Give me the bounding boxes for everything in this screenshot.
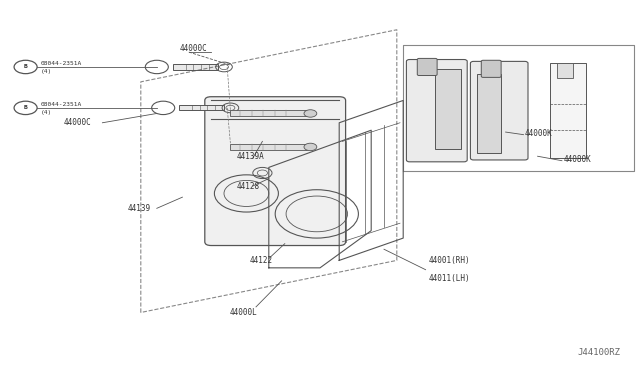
Text: 44139: 44139 bbox=[128, 204, 151, 213]
Text: (4): (4) bbox=[41, 69, 52, 74]
FancyBboxPatch shape bbox=[481, 60, 501, 77]
Text: 44001(RH): 44001(RH) bbox=[429, 256, 470, 265]
Text: (4): (4) bbox=[41, 110, 52, 115]
Text: 44000C: 44000C bbox=[64, 118, 92, 127]
FancyBboxPatch shape bbox=[406, 60, 467, 162]
FancyBboxPatch shape bbox=[470, 61, 528, 160]
Bar bbox=[230, 144, 307, 150]
Bar bbox=[550, 63, 586, 158]
Circle shape bbox=[304, 110, 317, 117]
Text: 44011(LH): 44011(LH) bbox=[429, 275, 470, 283]
Text: 08044-2351A: 08044-2351A bbox=[41, 102, 82, 108]
Text: 44128: 44128 bbox=[237, 182, 260, 190]
Bar bbox=[477, 74, 501, 153]
Text: 44000C: 44000C bbox=[179, 44, 207, 53]
Bar bbox=[173, 64, 218, 70]
Text: 08044-2351A: 08044-2351A bbox=[41, 61, 82, 67]
Circle shape bbox=[304, 143, 317, 151]
Text: 44080K: 44080K bbox=[563, 155, 591, 164]
Bar bbox=[230, 110, 307, 116]
Text: J44100RZ: J44100RZ bbox=[578, 348, 621, 357]
Text: B: B bbox=[24, 64, 28, 70]
Text: 44122: 44122 bbox=[250, 256, 273, 265]
FancyBboxPatch shape bbox=[205, 97, 346, 246]
Bar bbox=[557, 63, 573, 78]
Text: 44000K: 44000K bbox=[525, 129, 552, 138]
Bar bbox=[435, 69, 461, 149]
FancyBboxPatch shape bbox=[417, 58, 437, 76]
Text: 44139A: 44139A bbox=[237, 152, 264, 161]
Bar bbox=[179, 105, 224, 110]
Text: 44000L: 44000L bbox=[229, 308, 257, 317]
Text: B: B bbox=[24, 105, 28, 110]
